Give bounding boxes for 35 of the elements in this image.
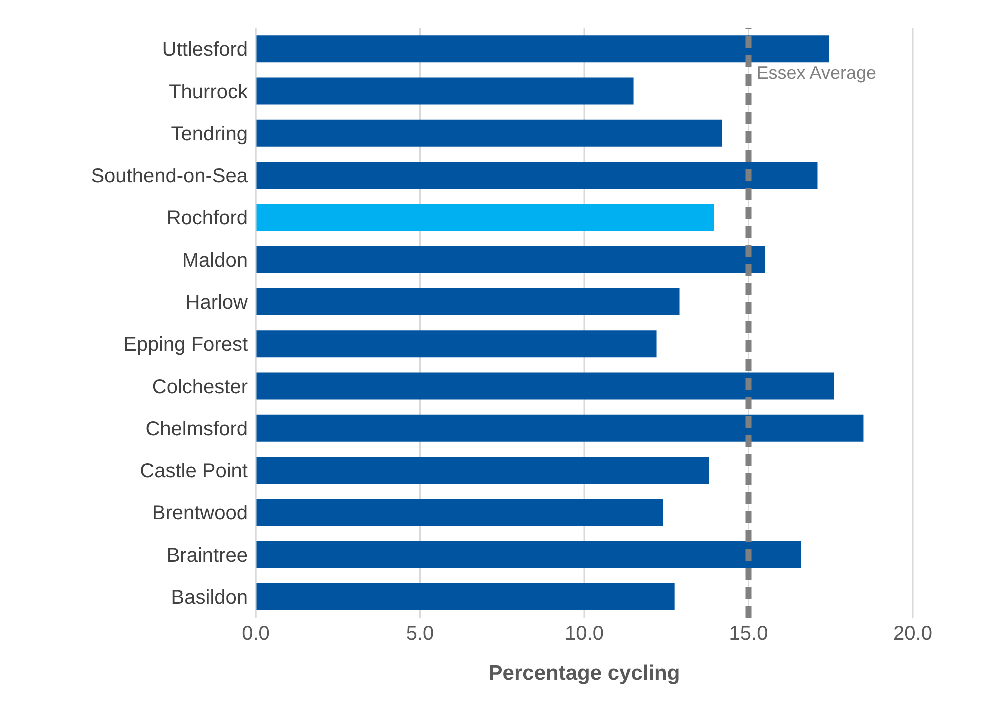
y-tick-label: Castle Point (140, 460, 248, 483)
y-tick-label: Epping Forest (123, 334, 248, 356)
x-tick-label: 20.0 (894, 623, 932, 646)
bar (256, 246, 766, 274)
bar (256, 541, 802, 568)
x-tick-label: 0.0 (242, 623, 270, 646)
y-tick-label: Uttlesford (162, 39, 248, 62)
bar (256, 204, 714, 232)
bar (256, 120, 722, 147)
bar (256, 162, 818, 190)
x-tick-label: 5.0 (406, 623, 434, 646)
x-axis-title: Percentage cycling (488, 662, 680, 685)
bar (256, 372, 834, 400)
x-tick-label: 10.0 (565, 623, 604, 646)
y-tick-label: Tendring (171, 123, 248, 146)
y-tick-label: Thurrock (169, 81, 249, 104)
bar (256, 414, 864, 442)
y-tick-label: Braintree (166, 544, 248, 567)
bar (256, 36, 830, 63)
bar (256, 583, 675, 610)
y-tick-label: Rochford (166, 208, 248, 230)
y-tick-label: Maldon (182, 250, 248, 272)
y-tick-label: Colchester (152, 376, 248, 398)
bar (256, 457, 710, 484)
y-tick-label: Chelmsford (146, 418, 248, 440)
bar (256, 499, 664, 526)
y-tick-label: Harlow (186, 292, 249, 314)
bar (256, 78, 634, 105)
y-tick-label: Brentwood (152, 502, 248, 525)
x-tick-label: 15.0 (729, 623, 768, 646)
y-tick-label: Basildon (171, 587, 248, 610)
bar (256, 330, 657, 358)
y-tick-label: Southend-on-Sea (91, 166, 249, 188)
ref-line-label: Essex Average (756, 62, 876, 83)
bar (256, 288, 680, 316)
